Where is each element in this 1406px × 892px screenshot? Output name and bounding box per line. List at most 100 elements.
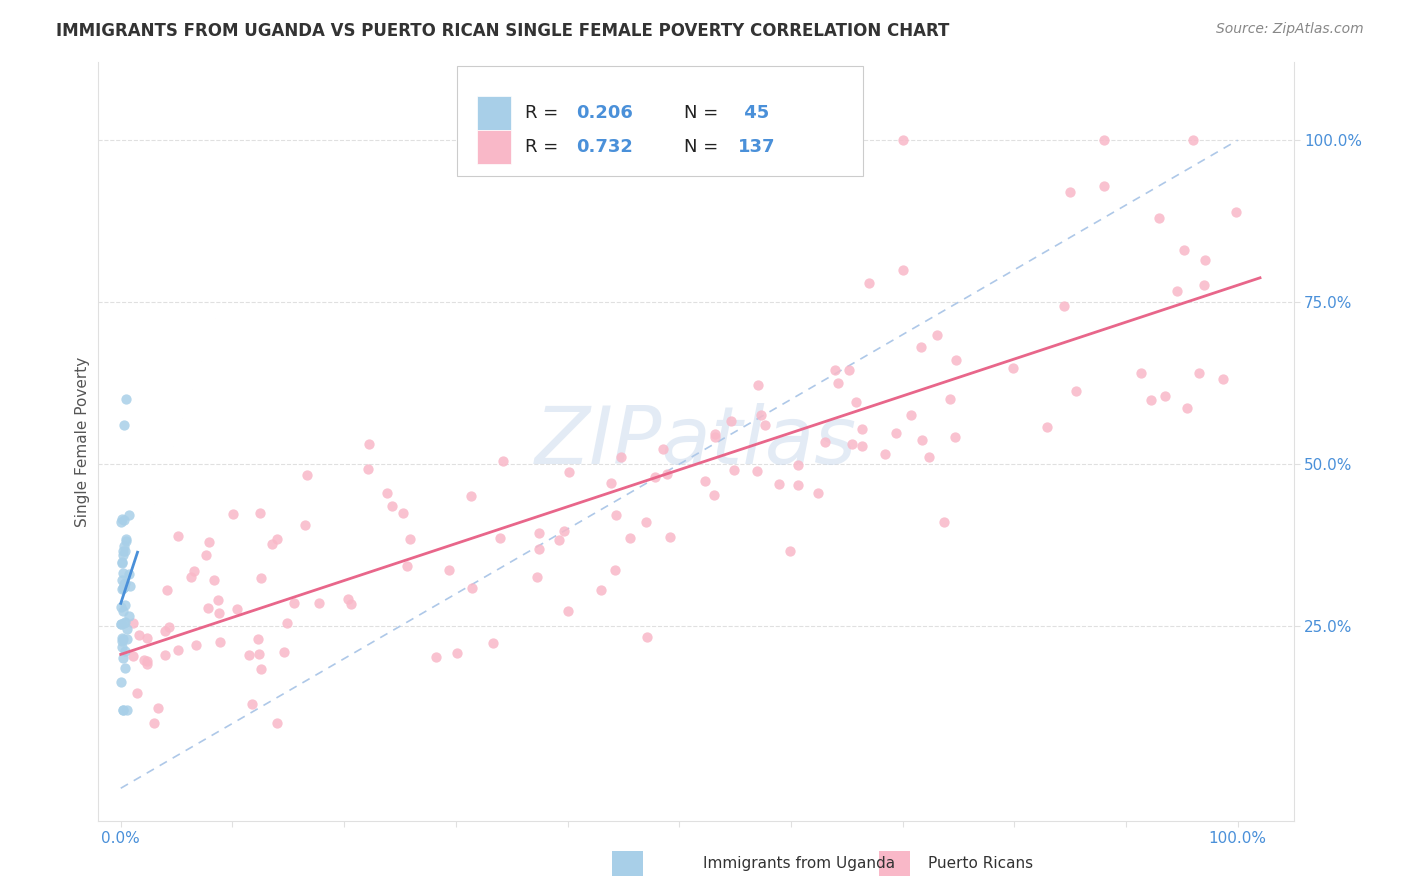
Point: [115, 622, 138, 636]
Text: N =: N =: [685, 137, 724, 156]
Point: [1166, 284, 1188, 298]
Point: [380, 499, 402, 513]
Point: [437, 563, 460, 577]
Point: [814, 434, 837, 449]
Point: [527, 525, 550, 540]
Text: Immigrants from Uganda: Immigrants from Uganda: [703, 856, 896, 871]
Point: [114, 660, 136, 674]
Point: [297, 467, 319, 482]
Point: [111, 556, 134, 570]
Point: [911, 433, 934, 447]
Point: [747, 377, 769, 392]
Point: [489, 531, 512, 545]
Point: [240, 697, 263, 711]
Point: [787, 458, 810, 472]
Point: [112, 540, 135, 554]
Point: [111, 573, 134, 587]
Point: [110, 600, 132, 615]
Point: [118, 566, 141, 581]
Point: [209, 635, 232, 649]
Point: [132, 653, 155, 667]
Point: [166, 529, 188, 543]
Point: [610, 450, 633, 464]
Text: 0.206: 0.206: [576, 104, 633, 122]
Point: [396, 559, 419, 574]
Point: [651, 442, 673, 457]
Point: [558, 465, 581, 479]
Point: [114, 392, 136, 407]
Point: [114, 615, 136, 629]
Text: 0.732: 0.732: [576, 137, 633, 156]
Point: [111, 548, 134, 562]
Point: [153, 648, 176, 662]
Point: [111, 631, 134, 645]
Point: [115, 703, 138, 717]
Point: [891, 262, 914, 277]
Point: [135, 657, 157, 672]
Point: [655, 467, 678, 482]
Point: [1059, 185, 1081, 199]
Point: [122, 615, 145, 630]
Point: [111, 566, 134, 581]
Point: [111, 582, 134, 596]
Point: [357, 462, 380, 476]
Point: [492, 454, 515, 468]
Point: [157, 620, 180, 634]
FancyBboxPatch shape: [477, 96, 510, 130]
Point: [910, 341, 932, 355]
Point: [1175, 401, 1198, 415]
Point: [841, 436, 863, 450]
Point: [900, 408, 922, 422]
Point: [644, 470, 666, 484]
Point: [136, 654, 159, 668]
Point: [112, 615, 135, 630]
Point: [945, 352, 967, 367]
Point: [112, 604, 135, 618]
Point: [768, 476, 790, 491]
Point: [122, 648, 145, 663]
Point: [283, 596, 305, 610]
Point: [111, 651, 134, 665]
Point: [873, 447, 896, 461]
Point: [112, 580, 135, 594]
Point: [357, 436, 380, 450]
Text: R =: R =: [524, 104, 564, 122]
Point: [183, 564, 205, 578]
Point: [526, 570, 548, 584]
Point: [111, 640, 134, 655]
Point: [720, 414, 742, 428]
Point: [851, 439, 873, 453]
Point: [112, 513, 135, 527]
Point: [807, 486, 830, 500]
Point: [1149, 211, 1171, 225]
Point: [557, 604, 579, 618]
Point: [603, 563, 626, 577]
Point: [114, 598, 136, 612]
Point: [392, 506, 415, 520]
Point: [111, 555, 134, 569]
Point: [1173, 243, 1195, 257]
Text: IMMIGRANTS FROM UGANDA VS PUERTO RICAN SINGLE FEMALE POVERTY CORRELATION CHART: IMMIGRANTS FROM UGANDA VS PUERTO RICAN S…: [56, 22, 949, 40]
Point: [135, 632, 157, 646]
Point: [851, 422, 873, 436]
Point: [399, 532, 422, 546]
Point: [891, 133, 914, 147]
Point: [266, 716, 288, 731]
Point: [207, 593, 229, 607]
Point: [118, 608, 141, 623]
Point: [143, 716, 166, 731]
FancyBboxPatch shape: [457, 66, 863, 177]
Point: [112, 703, 135, 717]
Point: [1194, 253, 1216, 268]
Point: [703, 488, 725, 502]
Point: [115, 532, 138, 546]
Point: [262, 537, 284, 551]
Point: [114, 576, 136, 591]
Point: [723, 462, 745, 476]
Text: 45: 45: [738, 104, 769, 122]
Point: [1036, 420, 1059, 434]
Point: [858, 276, 880, 290]
Point: [754, 418, 776, 433]
Point: [110, 617, 132, 632]
Point: [110, 516, 132, 530]
